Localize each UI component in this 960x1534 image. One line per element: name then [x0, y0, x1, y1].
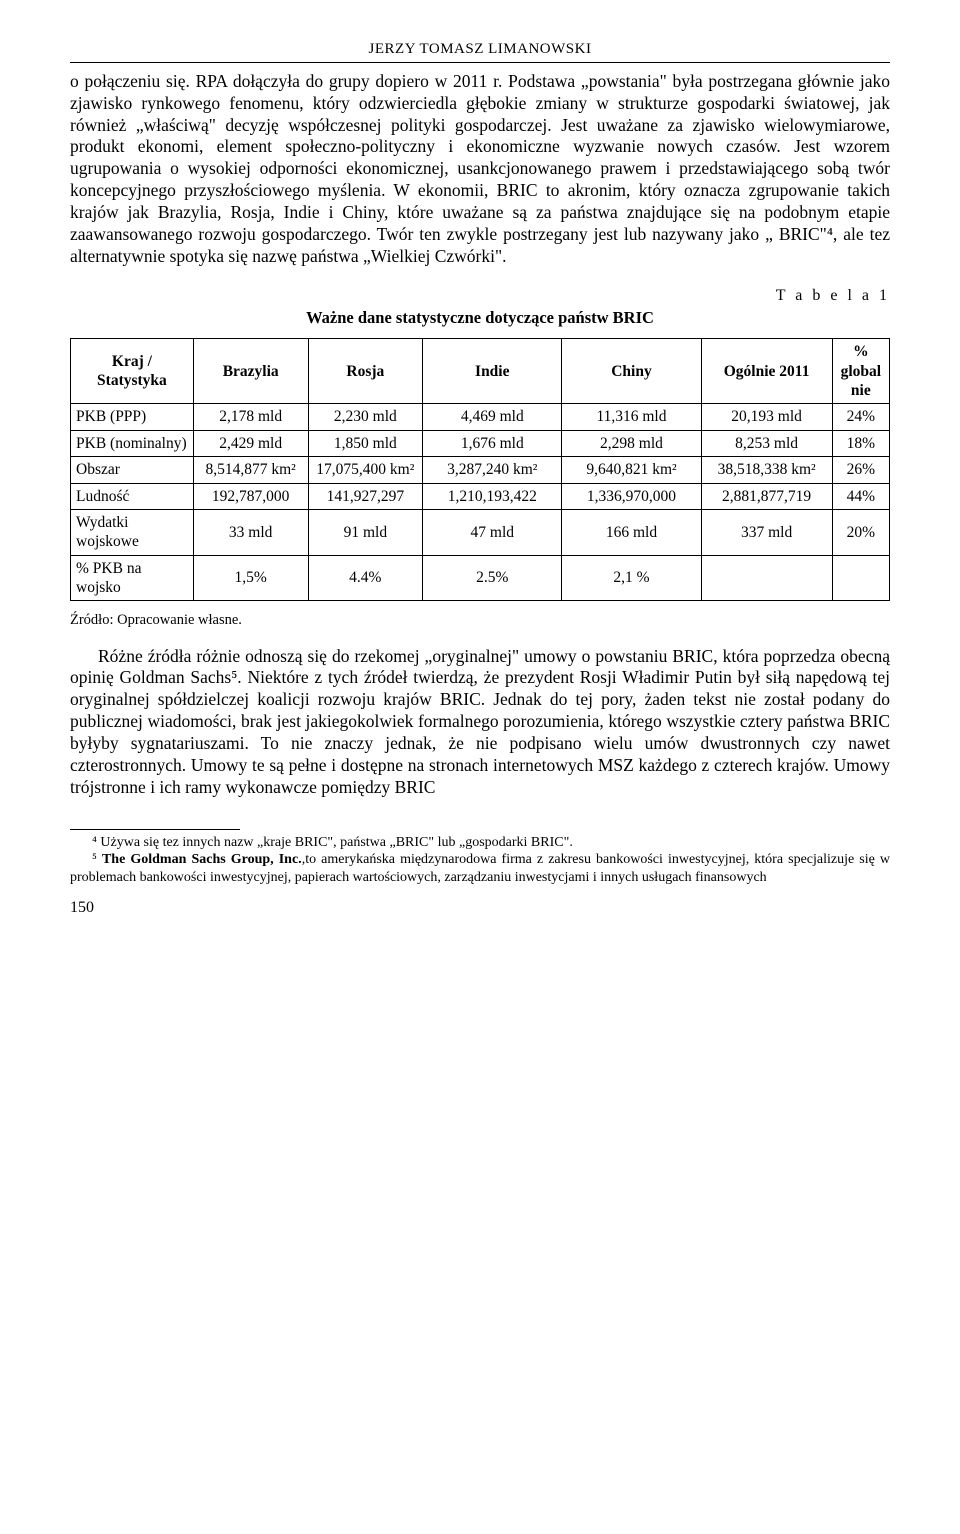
cell: 17,075,400 km² [308, 457, 423, 483]
cell: 24% [832, 404, 889, 430]
cell: 2,230 mld [308, 404, 423, 430]
row-label: % PKB na wojsko [71, 555, 194, 601]
row-label: Obszar [71, 457, 194, 483]
table-row: PKB (PPP) 2,178 mld 2,230 mld 4,469 mld … [71, 404, 890, 430]
col-header: Rosja [308, 339, 423, 404]
cell: 20,193 mld [701, 404, 832, 430]
col-header: Ogólnie 2011 [701, 339, 832, 404]
cell: 47 mld [423, 509, 562, 555]
cell: 20% [832, 509, 889, 555]
row-label: PKB (PPP) [71, 404, 194, 430]
cell [832, 555, 889, 601]
col-header: Brazylia [193, 339, 308, 404]
cell: 18% [832, 430, 889, 456]
table-row: Wydatki wojskowe 33 mld 91 mld 47 mld 16… [71, 509, 890, 555]
table-row: % PKB na wojsko 1,5% 4.4% 2.5% 2,1 % [71, 555, 890, 601]
cell: 2,881,877,719 [701, 483, 832, 509]
table-header-row: Kraj / Statystyka Brazylia Rosja Indie C… [71, 339, 890, 404]
footnote-rule [70, 829, 240, 830]
cell: 166 mld [562, 509, 701, 555]
cell: 44% [832, 483, 889, 509]
table-row: Obszar 8,514,877 km² 17,075,400 km² 3,28… [71, 457, 890, 483]
cell: 2,429 mld [193, 430, 308, 456]
row-label: Ludność [71, 483, 194, 509]
cell: 2.5% [423, 555, 562, 601]
cell: 2,1 % [562, 555, 701, 601]
cell: 192,787,000 [193, 483, 308, 509]
cell: 1,676 mld [423, 430, 562, 456]
table-row: Ludność 192,787,000 141,927,297 1,210,19… [71, 483, 890, 509]
cell: 8,253 mld [701, 430, 832, 456]
cell: 1,5% [193, 555, 308, 601]
author-header: JERZY TOMASZ LIMANOWSKI [70, 40, 890, 59]
cell: 1,850 mld [308, 430, 423, 456]
cell: 141,927,297 [308, 483, 423, 509]
row-label: Wydatki wojskowe [71, 509, 194, 555]
cell: 11,316 mld [562, 404, 701, 430]
bric-stats-table: Kraj / Statystyka Brazylia Rosja Indie C… [70, 338, 890, 601]
cell [701, 555, 832, 601]
table-row: PKB (nominalny) 2,429 mld 1,850 mld 1,67… [71, 430, 890, 456]
cell: 2,298 mld [562, 430, 701, 456]
col-header: % globalnie [832, 339, 889, 404]
col-header: Indie [423, 339, 562, 404]
row-label: PKB (nominalny) [71, 430, 194, 456]
footnote-4: ⁴ Używa się tez innych nazw „kraje BRIC"… [70, 834, 890, 852]
cell: 337 mld [701, 509, 832, 555]
cell: 38,518,338 km² [701, 457, 832, 483]
paragraph-1: o połączeniu się. RPA dołączyła do grupy… [70, 71, 890, 268]
paragraph-2: Różne źródła różnie odnoszą się do rzeko… [70, 646, 890, 799]
cell: 4.4% [308, 555, 423, 601]
cell: 26% [832, 457, 889, 483]
cell: 2,178 mld [193, 404, 308, 430]
footnote-5: ⁵ The Goldman Sachs Group, Inc.,to amery… [70, 851, 890, 886]
cell: 1,210,193,422 [423, 483, 562, 509]
cell: 8,514,877 km² [193, 457, 308, 483]
col-header: Kraj / Statystyka [71, 339, 194, 404]
author-rule [70, 62, 890, 63]
cell: 3,287,240 km² [423, 457, 562, 483]
table-title: Ważne dane statystyczne dotyczące państw… [70, 308, 890, 329]
cell: 1,336,970,000 [562, 483, 701, 509]
cell: 4,469 mld [423, 404, 562, 430]
cell: 33 mld [193, 509, 308, 555]
cell: 9,640,821 km² [562, 457, 701, 483]
page-number: 150 [70, 898, 890, 918]
cell: 91 mld [308, 509, 423, 555]
table-source: Źródło: Opracowanie własne. [70, 611, 890, 629]
col-header: Chiny [562, 339, 701, 404]
table-label: T a b e l a 1 [70, 286, 890, 306]
